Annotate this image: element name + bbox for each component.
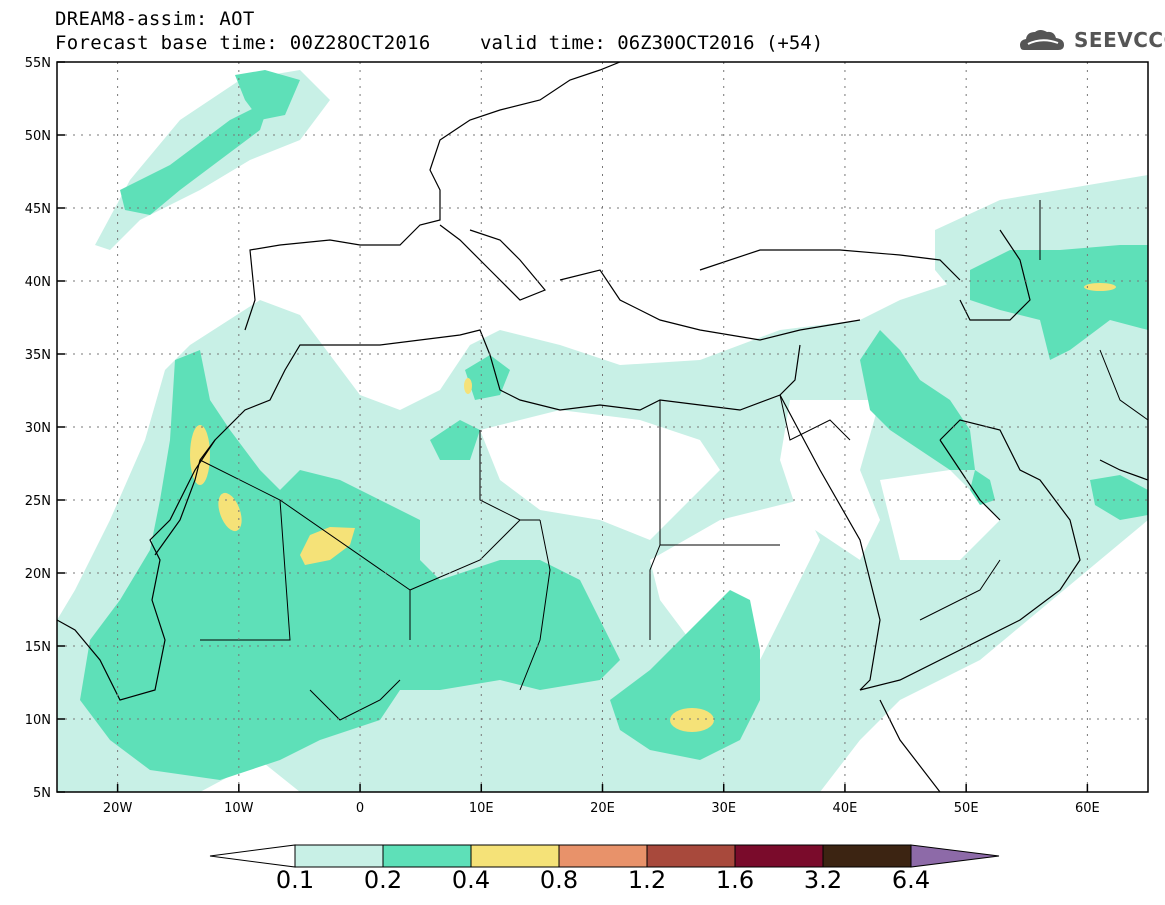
lon-label: 10E [469,801,494,816]
lat-label: 35N [25,348,51,363]
lon-label: 20E [590,801,615,816]
aot-field [57,62,1148,792]
lat-label: 30N [25,421,51,436]
colorbar-label: 6.4 [891,866,931,894]
lon-label: 0 [356,801,364,816]
lon-label: 60E [1075,801,1100,816]
map-axis-ticks: 20W 10W 0 10E 20E 30E 40E 50E 60E 55N 50N 45N 40N 35N… [25,56,1100,816]
aot-contour-0-2 [80,70,1148,780]
valid-time: valid time: 06Z30OCT2016 (+54) [480,32,824,54]
colorbar-swatch [382,844,472,868]
map-gridlines [57,62,1148,792]
lon-label: 40E [833,801,858,816]
lat-label: 5N [33,786,51,801]
lon-label: 10W [224,801,254,816]
colorbar-swatch [558,844,648,868]
map-title: DREAM8-assim: AOT [55,8,255,30]
lat-label: 45N [25,202,51,217]
colorbar-swatch [470,844,560,868]
colorbar-swatch [822,844,912,868]
country-borders [199,200,1148,721]
colorbar-label: 0.2 [363,866,403,894]
logo-text: SEEVCCC [1074,28,1165,52]
colorbar-label: 1.2 [627,866,667,894]
colorbar-swatch [294,844,384,868]
forecast-base-time: Forecast base time: 00Z28OCT2016 [55,32,431,54]
lat-label: 55N [25,56,51,71]
colorbar-swatch [734,844,824,868]
coastlines [57,62,1148,792]
colorbar-label: 0.1 [275,866,315,894]
lat-label: 50N [25,129,51,144]
colorbar-label: 1.6 [715,866,755,894]
colorbar-max-arrow [910,844,1000,868]
lat-label: 25N [25,494,51,509]
cloud-logo-icon [1020,30,1064,50]
lat-label: 40N [25,275,51,290]
lat-label: 10N [25,713,51,728]
colorbar-label: 0.4 [451,866,491,894]
colorbar [209,844,1000,868]
lat-label: 15N [25,640,51,655]
colorbar-min-arrow [209,844,296,868]
lon-label: 30E [711,801,736,816]
colorbar-swatch [646,844,736,868]
colorbar-label: 3.2 [803,866,843,894]
lon-label: 20W [103,801,133,816]
colorbar-label: 0.8 [539,866,579,894]
lat-label: 20N [25,567,51,582]
lon-label: 50E [954,801,979,816]
